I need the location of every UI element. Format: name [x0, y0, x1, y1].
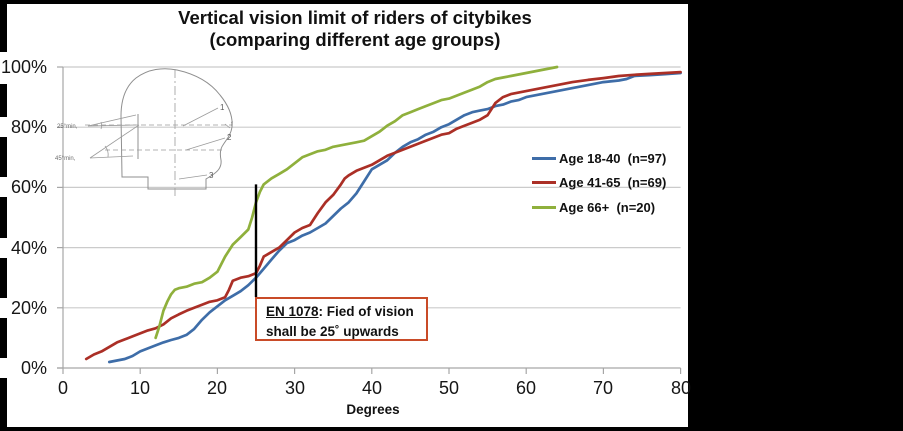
chart-background-panel — [7, 4, 688, 427]
x-tick-label-40: 40 — [361, 378, 383, 398]
callout-number-1: 1 — [220, 103, 225, 112]
legend-item-age-66plus: Age 66+ (n=20) — [532, 195, 666, 220]
legend-label: Age 41-65 (n=69) — [559, 175, 667, 191]
callout-number-2: 2 — [227, 133, 232, 142]
helmet-diagram: 25°min, 45°min, 1 f 2 3 — [55, 68, 233, 196]
callout-leader-3 — [178, 174, 208, 180]
y-tick-label-40: 40% — [0, 238, 47, 258]
callout-leader-1 — [182, 107, 219, 127]
series-line-1 — [107, 71, 682, 364]
y-tick-label-0: 0% — [0, 358, 47, 378]
angle-45-line — [89, 124, 140, 159]
legend-label: Age 18-40 (n=97) — [559, 150, 667, 166]
chart-title-line1: Vertical vision limit of riders of cityb… — [178, 7, 532, 28]
annotation-text-line2: shall be 25˚ upwards — [266, 323, 399, 339]
callout-number-1b: f — [231, 122, 233, 128]
legend-swatch-red — [532, 181, 556, 185]
legend: Age 18-40 (n=97) Age 41-65 (n=69) Age 66… — [532, 146, 666, 220]
chart-title: Vertical vision limit of riders of cityb… — [60, 7, 650, 51]
legend-item-age-41-65: Age 41-65 (n=69) — [532, 171, 666, 196]
angle-45-label: 45°min, — [55, 156, 76, 162]
angle-45-arc — [104, 145, 109, 158]
x-axis-title: Degrees — [346, 402, 400, 417]
legend-swatch-blue — [532, 156, 556, 160]
series-line-3 — [154, 65, 559, 340]
y-tick-label-60: 60% — [0, 177, 47, 197]
headform-outline — [120, 68, 233, 190]
y-tick-label-100: 100% — [0, 57, 47, 77]
angle-45-base — [89, 155, 134, 159]
x-tick-label-0: 0 — [57, 378, 68, 398]
annotation-text-line1: : Fied of vision — [318, 304, 414, 319]
angle-25-line — [87, 114, 137, 127]
callout-leader-2 — [185, 137, 226, 151]
y-tick-label-20: 20% — [0, 298, 47, 318]
legend-swatch-green — [532, 205, 556, 209]
legend-item-age-18-40: Age 18-40 (n=97) — [532, 146, 666, 171]
y-tick-label-80: 80% — [0, 117, 47, 137]
annotation-standard-ref: EN 1078 — [266, 304, 319, 319]
x-tick-label-60: 60 — [515, 378, 537, 398]
x-tick-label-30: 30 — [284, 378, 306, 398]
chart-title-line2: (comparing different age groups) — [209, 29, 501, 50]
angle-25-arc — [100, 121, 102, 130]
angle-25-label: 25°min, — [57, 124, 78, 130]
en1078-annotation-box: EN 1078: Fied of vision shall be 25˚ upw… — [255, 297, 428, 341]
callout-leader-1b — [224, 123, 231, 129]
legend-label: Age 66+ (n=20) — [559, 199, 656, 215]
x-tick-label-10: 10 — [129, 378, 151, 398]
series-line-2 — [84, 70, 682, 361]
x-tick-label-50: 50 — [438, 378, 460, 398]
angle-25-base — [87, 124, 137, 127]
x-tick-label-20: 20 — [206, 378, 228, 398]
x-tick-label-70: 70 — [592, 378, 614, 398]
x-tick-label-80: 80 — [670, 378, 692, 398]
callout-number-3: 3 — [209, 171, 214, 180]
